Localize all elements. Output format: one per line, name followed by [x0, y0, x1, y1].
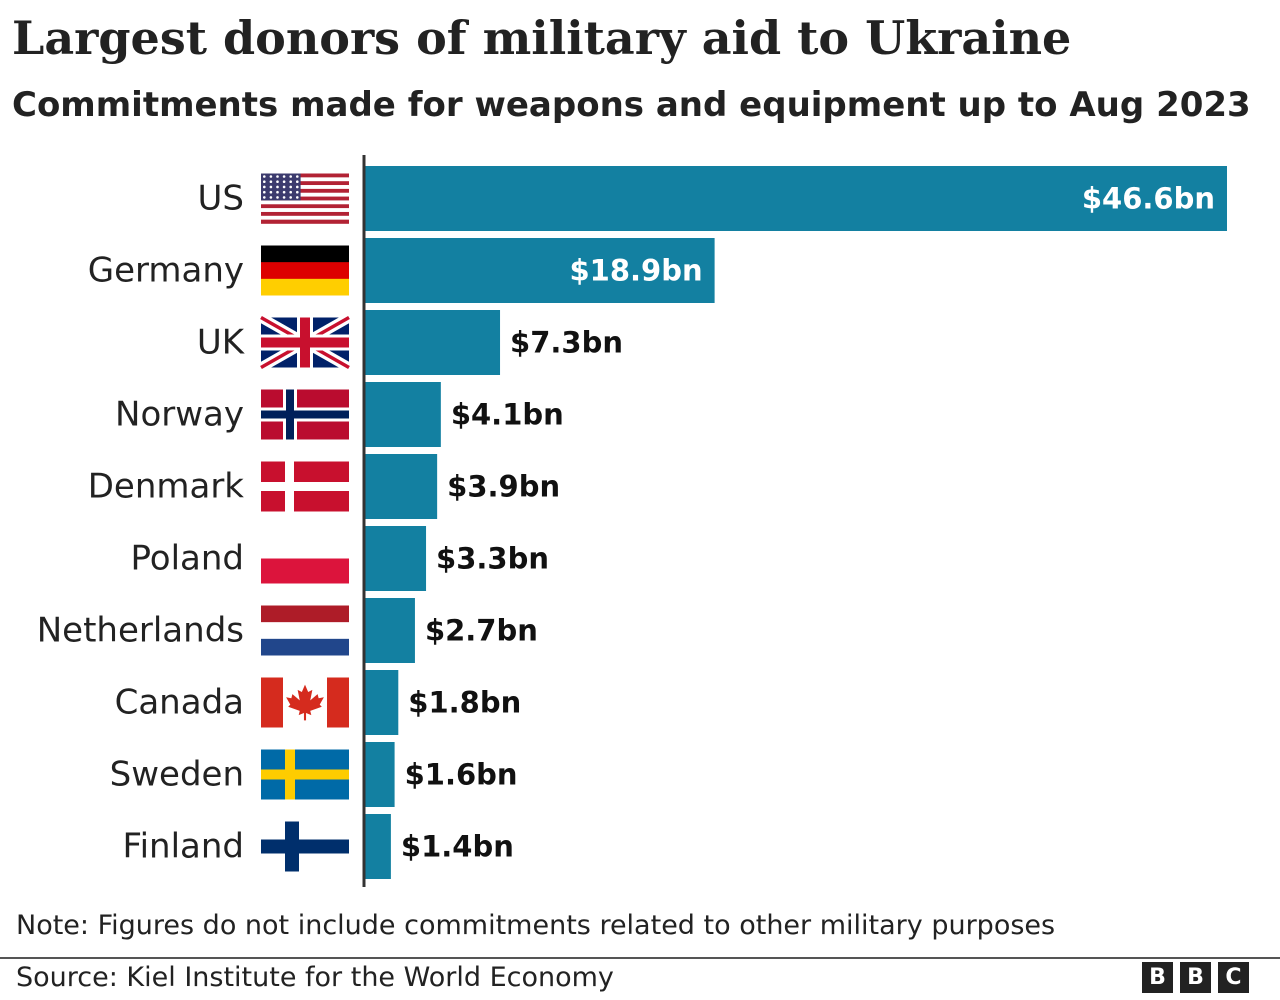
- category-label: Norway: [115, 395, 244, 435]
- bbc-logo: B B C: [1142, 962, 1249, 993]
- bar: [365, 670, 399, 735]
- chart-note: Note: Figures do not include commitments…: [16, 910, 1056, 941]
- bar: [365, 814, 391, 879]
- bbc-logo-letter: B: [1142, 962, 1173, 993]
- category-label: Canada: [115, 683, 244, 723]
- bar-chart: US $46.6bn Germany $18.9bn UK $7.3bn Norway $4.…: [37, 155, 1227, 887]
- category-label: Finland: [123, 827, 245, 867]
- denmark-flag-icon: [261, 461, 349, 512]
- category-label: US: [198, 179, 244, 219]
- value-label: $4.1bn: [451, 398, 564, 432]
- chart-title: Largest donors of military aid to Ukrain…: [12, 11, 1072, 65]
- category-label: Netherlands: [37, 611, 244, 651]
- germany-flag-icon: [261, 245, 349, 296]
- netherlands-flag-icon: [261, 605, 349, 656]
- poland-flag-icon: [261, 533, 349, 584]
- category-label: Denmark: [88, 467, 245, 507]
- category-label: Sweden: [110, 755, 244, 795]
- finland-flag-icon: [261, 821, 349, 872]
- bar: [365, 742, 395, 807]
- us-flag-icon: [261, 173, 349, 224]
- canada-flag-icon: [261, 677, 349, 728]
- category-label: Germany: [88, 251, 244, 291]
- value-label: $7.3bn: [510, 326, 623, 360]
- value-label: $1.8bn: [408, 686, 521, 720]
- footer-divider: [0, 957, 1280, 959]
- bar: [365, 598, 415, 663]
- bar: [365, 454, 438, 519]
- value-label: $2.7bn: [425, 614, 538, 648]
- value-label: $3.3bn: [436, 542, 549, 576]
- bar: [365, 310, 501, 375]
- chart-source: Source: Kiel Institute for the World Eco…: [16, 962, 614, 993]
- bbc-logo-letter: C: [1218, 962, 1249, 993]
- value-label: $1.4bn: [401, 830, 514, 864]
- category-label: UK: [197, 323, 246, 363]
- bar: [365, 382, 441, 447]
- sweden-flag-icon: [261, 749, 349, 800]
- bar: [365, 166, 1227, 231]
- uk-flag-icon: [258, 313, 352, 372]
- value-label: $1.6bn: [405, 758, 518, 792]
- value-label: $18.9bn: [569, 254, 702, 288]
- value-label: $3.9bn: [447, 470, 560, 504]
- value-label: $46.6bn: [1082, 182, 1215, 216]
- chart-subtitle: Commitments made for weapons and equipme…: [12, 85, 1251, 125]
- bar: [365, 238, 715, 303]
- bar: [365, 526, 427, 591]
- category-label: Poland: [130, 539, 244, 579]
- bbc-logo-letter: B: [1180, 962, 1211, 993]
- norway-flag-icon: [261, 389, 349, 440]
